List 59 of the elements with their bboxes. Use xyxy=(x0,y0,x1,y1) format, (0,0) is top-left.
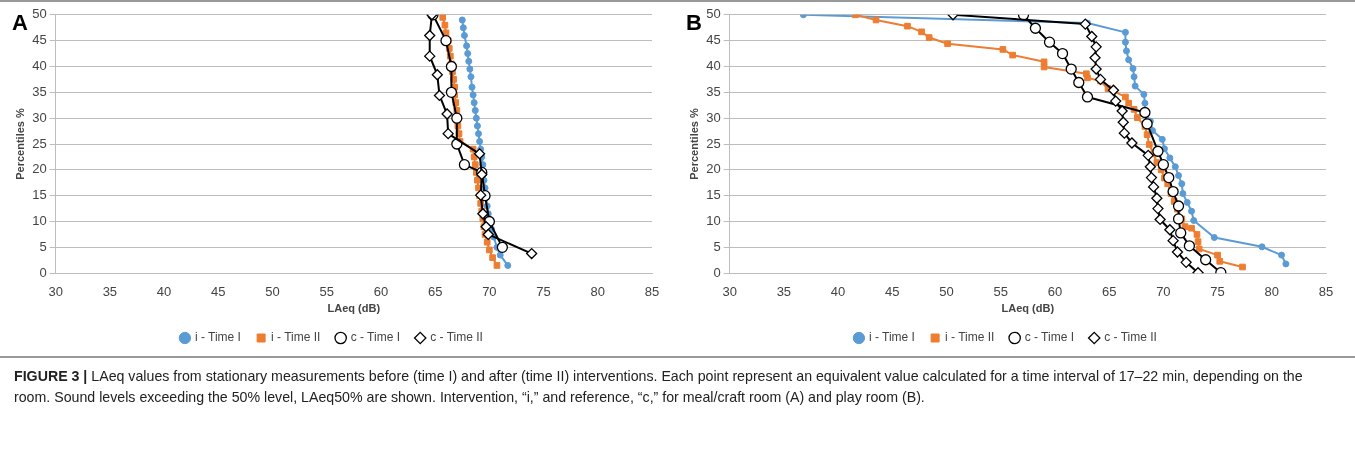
x-tick-label: 70 xyxy=(1156,283,1171,299)
legend-label: c - Time II xyxy=(430,330,483,345)
x-tick-label: 75 xyxy=(536,283,551,299)
x-tick-label: 40 xyxy=(156,283,172,299)
y-tick-label: 15 xyxy=(706,187,721,203)
legend-label: c - Time II xyxy=(1104,330,1157,345)
y-tick-label: 30 xyxy=(706,109,721,125)
x-tick-label: 60 xyxy=(373,283,389,299)
x-axis-title: LAeq (dB) xyxy=(1001,302,1055,315)
x-tick-label: 35 xyxy=(102,283,118,299)
legend-label: i - Time I xyxy=(194,330,241,345)
x-tick-label: 35 xyxy=(776,283,792,299)
y-tick-label: 40 xyxy=(32,58,47,74)
y-tick-label: 45 xyxy=(32,32,47,48)
x-tick-label: 55 xyxy=(319,283,334,299)
y-tick-label: 5 xyxy=(713,238,721,254)
y-tick-label: 0 xyxy=(39,264,47,280)
caption: FIGURE 3 | LAeq values from stationary measurements before (time I) and after (time II) interventions. Each point represent an equivalent value calculated for a time interval of 17–22 min, depending on the room. Sound levels exceeding the 50% level, LAeq50% are shown. Intervention, “i,” and reference, “c,” for meal/craft room (A) and play room (B). xyxy=(14,367,1304,407)
chart-title: B xyxy=(686,9,702,35)
chart-title: A xyxy=(12,9,28,35)
x-tick-label: 65 xyxy=(1101,283,1117,299)
y-tick-label: 25 xyxy=(706,135,721,151)
y-tick-label: 35 xyxy=(32,83,47,99)
x-tick-label: 75 xyxy=(1210,283,1225,299)
x-tick-label: 80 xyxy=(1264,283,1280,299)
x-tick-label: 80 xyxy=(590,283,606,299)
y-tick-label: 5 xyxy=(39,238,47,254)
y-axis-title: Percentiles % xyxy=(687,108,700,180)
y-tick-label: 30 xyxy=(32,109,47,125)
y-tick-label: 0 xyxy=(713,264,721,280)
legend-label: i - Time II xyxy=(271,330,321,345)
x-axis-title: LAeq (dB) xyxy=(327,302,381,315)
x-tick-label: 85 xyxy=(644,283,660,299)
y-tick-label: 40 xyxy=(706,58,721,74)
x-tick-label: 40 xyxy=(830,283,846,299)
y-tick-label: 50 xyxy=(32,6,47,22)
legend-label: i - Time II xyxy=(945,330,995,345)
x-tick-label: 60 xyxy=(1047,283,1063,299)
y-tick-label: 20 xyxy=(706,161,721,177)
y-tick-label: 10 xyxy=(706,213,721,229)
y-axis-title: Percentiles % xyxy=(13,108,26,180)
legend-label: i - Time I xyxy=(868,330,915,345)
x-tick-label: 50 xyxy=(939,283,954,299)
x-tick-label: 45 xyxy=(211,283,226,299)
x-tick-label: 65 xyxy=(427,283,443,299)
y-tick-label: 15 xyxy=(32,187,47,203)
y-tick-label: 35 xyxy=(706,83,721,99)
x-tick-label: 70 xyxy=(482,283,497,299)
y-tick-label: 45 xyxy=(706,32,721,48)
legend-label: c - Time I xyxy=(350,330,401,345)
y-tick-label: 50 xyxy=(706,6,721,22)
x-tick-label: 45 xyxy=(885,283,900,299)
y-tick-label: 10 xyxy=(32,213,47,229)
legend-label: c - Time I xyxy=(1024,330,1075,345)
y-tick-label: 20 xyxy=(32,161,47,177)
x-tick-label: 85 xyxy=(1318,283,1334,299)
x-tick-label: 50 xyxy=(265,283,280,299)
x-tick-label: 55 xyxy=(993,283,1008,299)
y-tick-label: 25 xyxy=(32,135,47,151)
